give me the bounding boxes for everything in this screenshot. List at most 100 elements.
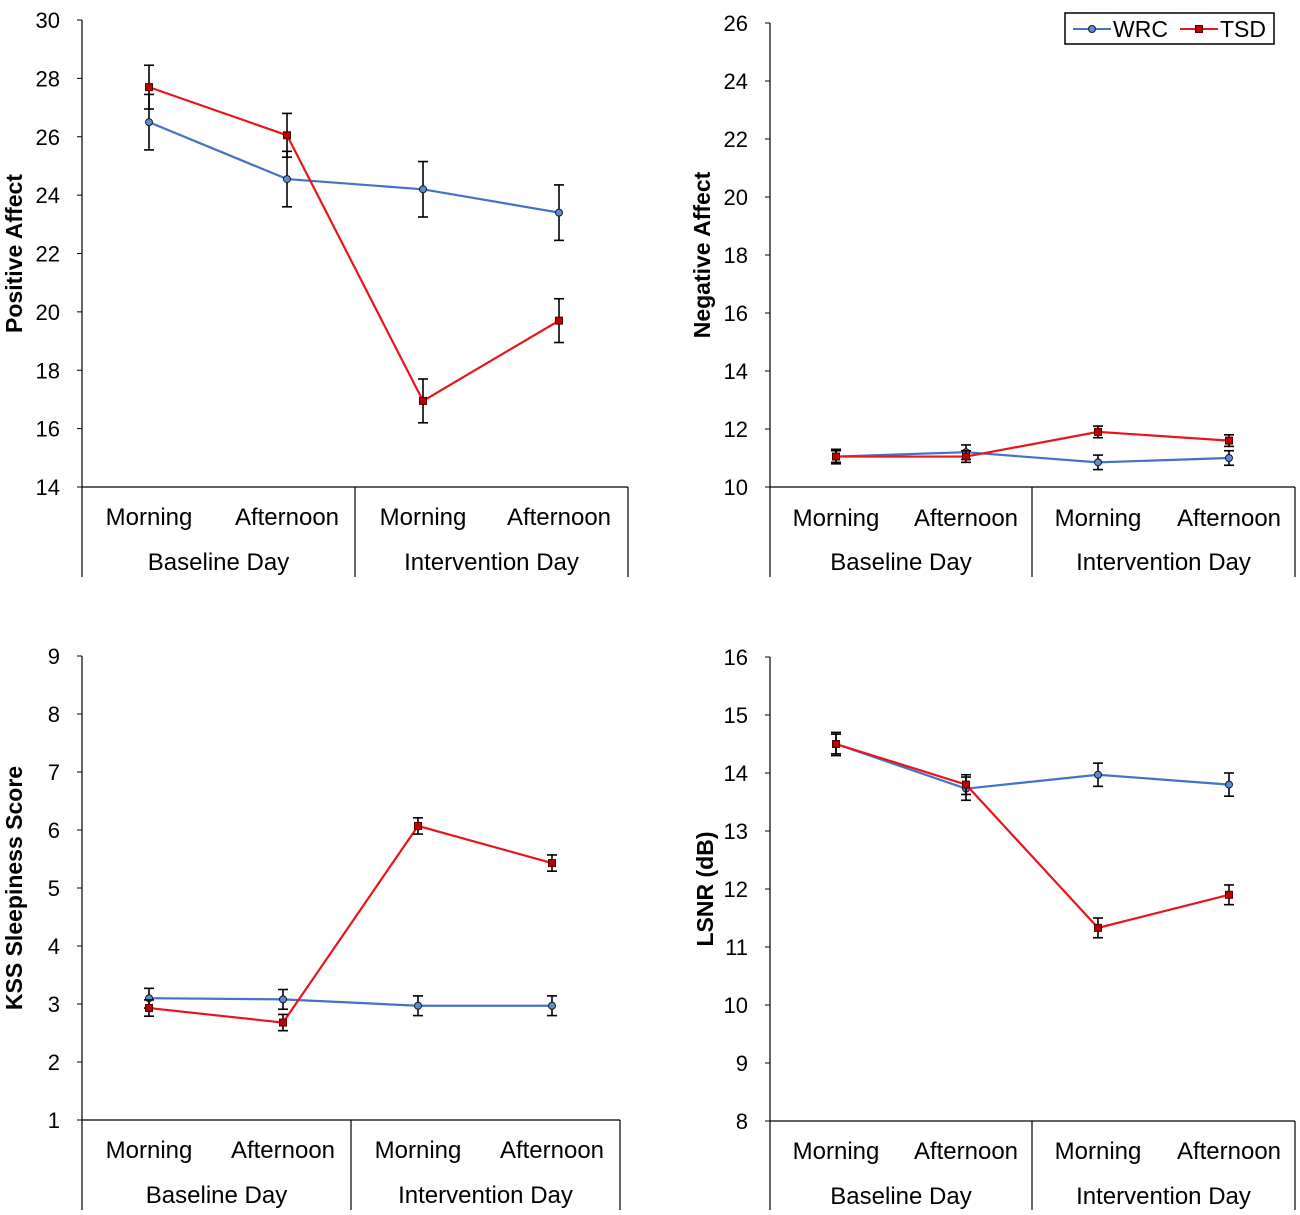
legend-wrc-marker: [1088, 25, 1096, 33]
x-category-label: Morning: [1055, 1138, 1142, 1165]
x-category-label: Morning: [375, 1137, 462, 1164]
x-category-label: Afternoon: [231, 1137, 335, 1164]
data-point-tsd: [962, 780, 970, 789]
x-category-label: Afternoon: [1177, 505, 1281, 532]
x-category-label: Afternoon: [914, 1138, 1018, 1165]
data-point-wrc: [1094, 458, 1102, 467]
data-point-tsd: [962, 452, 970, 461]
y-tick-label: 20: [724, 185, 748, 210]
data-point-tsd: [1225, 890, 1233, 899]
y-tick-label: 26: [36, 125, 60, 150]
data-point-wrc: [548, 1001, 556, 1010]
data-point-tsd: [555, 316, 563, 325]
y-tick-label: 24: [36, 183, 60, 208]
y-tick-label: 11: [725, 935, 748, 960]
data-point-wrc: [555, 208, 563, 217]
x-category-label: Afternoon: [507, 504, 611, 531]
y-axis-title: LSNR (dB): [692, 832, 718, 947]
y-axis-title: KSS Sleepiness Score: [1, 766, 27, 1010]
data-point-wrc: [1225, 780, 1233, 789]
data-point-tsd: [1094, 923, 1102, 932]
y-tick-label: 22: [724, 127, 748, 152]
data-point-wrc: [145, 118, 153, 127]
y-tick-label: 28: [36, 66, 60, 91]
x-category-label: Afternoon: [500, 1137, 604, 1164]
y-tick-label: 6: [48, 818, 60, 843]
panel-kss-sleepiness: 1 2 3 4 5 6 7 8 9 KSS Sleepiness Score Morning Afte…: [1, 644, 621, 1210]
y-tick-label: 12: [724, 877, 748, 902]
y-tick-label: 1: [48, 1108, 60, 1133]
data-point-wrc: [283, 175, 291, 184]
y-tick-label: 13: [724, 819, 748, 844]
data-point-wrc: [1225, 454, 1233, 462]
series-line-tsd: [835, 742, 1230, 930]
data-point-tsd: [414, 821, 422, 830]
y-tick-label: 3: [48, 992, 60, 1017]
y-tick-label: 14: [36, 475, 60, 500]
y-tick-label: 9: [736, 1051, 748, 1076]
data-point-tsd: [145, 83, 153, 92]
y-tick-label: 18: [724, 243, 748, 268]
y-tick-label: 14: [724, 761, 748, 786]
data-point-tsd: [279, 1018, 287, 1027]
y-axis-title: Negative Affect: [689, 171, 715, 338]
y-tick-label: 4: [48, 934, 60, 959]
y-tick-label: 8: [736, 1109, 748, 1134]
y-axis-title: Positive Affect: [1, 174, 27, 333]
data-point-tsd: [1225, 436, 1233, 445]
x-group-label: Baseline Day: [830, 549, 971, 576]
panel-positive-affect: 14 16 18 20 22 24 26 28 30 Positive Affect Morning…: [1, 8, 629, 577]
series-line-tsd: [148, 86, 560, 403]
y-tick-label: 8: [48, 702, 60, 727]
data-point-wrc: [414, 1001, 422, 1010]
legend: WRC TSD: [1064, 12, 1275, 45]
panel-negative-affect: 10 12 14 16 18 20 22 24 26 Negative Affect Morning…: [689, 11, 1296, 577]
x-category-label: Morning: [380, 504, 467, 531]
series-line-tsd: [836, 430, 1230, 458]
data-point-tsd: [548, 859, 556, 868]
data-point-tsd: [283, 131, 291, 140]
y-tick-label: 20: [36, 300, 60, 325]
y-tick-label: 14: [724, 359, 748, 384]
legend-wrc-label: WRC: [1113, 16, 1168, 42]
data-point-wrc: [279, 995, 287, 1004]
y-tick-label: 16: [724, 301, 748, 326]
y-tick-label: 16: [36, 417, 60, 442]
y-tick-label: 15: [724, 703, 748, 728]
y-tick-label: 2: [48, 1050, 60, 1075]
data-point-tsd: [832, 452, 840, 461]
x-category-label: Afternoon: [1177, 1138, 1281, 1165]
y-tick-label: 10: [724, 475, 748, 500]
y-tick-label: 22: [36, 242, 60, 267]
y-tick-label: 26: [724, 11, 748, 36]
legend-tsd-label: TSD: [1220, 16, 1266, 42]
x-category-label: Morning: [793, 1138, 880, 1165]
y-tick-label: 24: [724, 69, 748, 94]
y-tick-label: 12: [724, 417, 748, 442]
data-point-tsd: [145, 1004, 153, 1013]
series-line-wrc: [835, 742, 1230, 790]
series-line-wrc: [835, 451, 1230, 464]
y-tick-label: 5: [48, 876, 60, 901]
x-group-label: Intervention Day: [398, 1182, 573, 1209]
series-line-tsd: [148, 824, 553, 1024]
data-point-wrc: [419, 185, 427, 194]
y-tick-label: 10: [724, 993, 748, 1018]
x-category-label: Afternoon: [914, 505, 1018, 532]
x-group-label: Baseline Day: [146, 1182, 287, 1209]
x-category-label: Morning: [793, 505, 880, 532]
x-group-label: Intervention Day: [1076, 1183, 1251, 1210]
y-tick-label: 7: [48, 760, 60, 785]
panel-lsnr: 8 9 10 11 12 13 14 15 16 LSNR (dB) Morning Afternoo…: [692, 645, 1296, 1210]
x-group-label: Baseline Day: [830, 1183, 971, 1210]
x-group-label: Baseline Day: [148, 549, 289, 576]
x-category-label: Afternoon: [235, 504, 339, 531]
data-point-tsd: [1094, 427, 1102, 436]
x-group-label: Intervention Day: [404, 549, 579, 576]
y-tick-label: 18: [36, 358, 60, 383]
data-point-tsd: [419, 396, 427, 405]
series-line-wrc: [148, 997, 552, 1007]
y-tick-label: 16: [724, 645, 748, 670]
y-tick-label: 9: [48, 644, 60, 669]
